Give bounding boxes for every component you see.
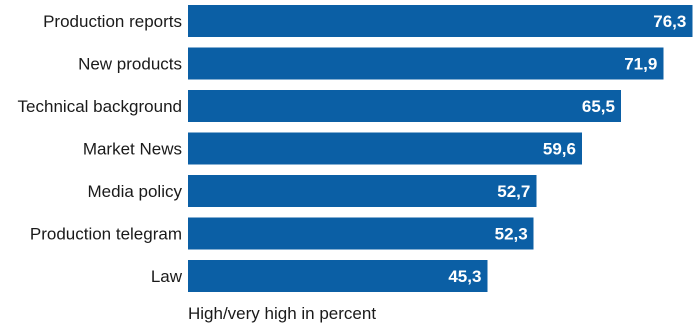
- category-label: Market News: [83, 140, 182, 159]
- category-label: Production reports: [43, 12, 182, 31]
- value-label: 52,7: [497, 182, 530, 201]
- value-label: 59,6: [543, 140, 576, 159]
- bar: [188, 90, 621, 122]
- bar-row: Production reports 76,3: [43, 5, 693, 37]
- category-label: Technical background: [18, 97, 182, 116]
- value-label: 65,5: [582, 97, 615, 116]
- bar: [188, 132, 582, 165]
- bar: [188, 175, 537, 207]
- bar: [188, 47, 664, 80]
- bar: [188, 5, 693, 37]
- category-label: Media policy: [88, 182, 183, 201]
- x-axis-label: High/very high in percent: [188, 304, 377, 323]
- bar-row: New products 71,9: [78, 47, 664, 80]
- category-label: Production telegram: [30, 225, 182, 244]
- category-label: Law: [151, 267, 183, 286]
- category-label: New products: [78, 55, 182, 74]
- bar: [188, 260, 488, 292]
- value-label: 45,3: [448, 267, 481, 286]
- value-label: 76,3: [653, 12, 686, 31]
- bar-row: Technical background 65,5: [18, 90, 621, 122]
- bar: [188, 217, 534, 250]
- value-label: 71,9: [624, 55, 657, 74]
- bar-row: Production telegram 52,3: [30, 217, 534, 250]
- bar-row: Market News 59,6: [83, 132, 582, 165]
- bar-row: Law 45,3: [151, 260, 488, 292]
- value-label: 52,3: [495, 225, 528, 244]
- bar-row: Media policy 52,7: [88, 175, 537, 207]
